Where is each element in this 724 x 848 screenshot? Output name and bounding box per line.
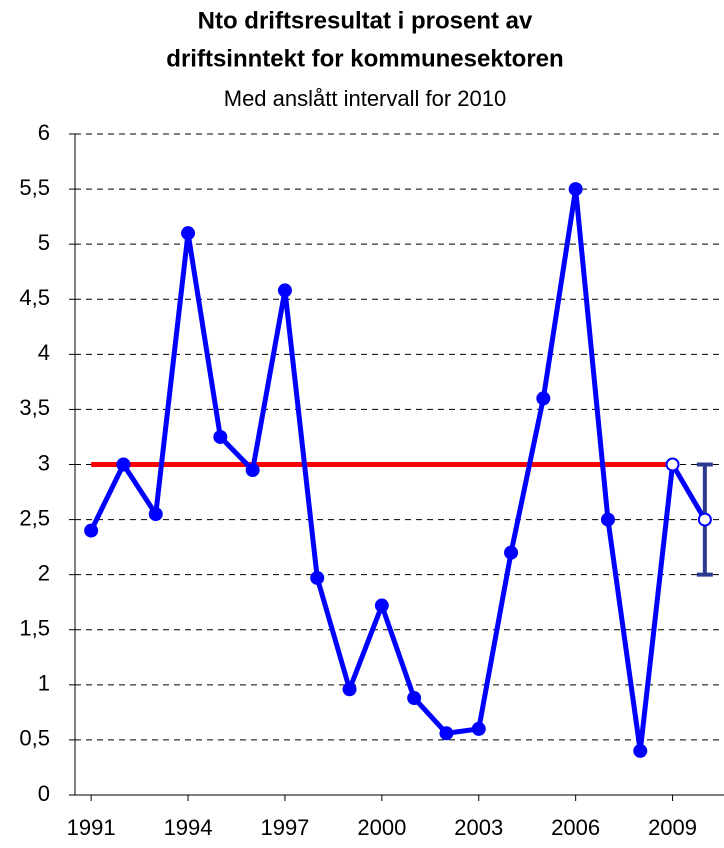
point <box>148 507 163 522</box>
y-tick-label: 3,5 <box>19 395 50 420</box>
point <box>665 457 680 472</box>
point <box>568 182 583 197</box>
point <box>245 463 260 478</box>
y-tick-label: 4 <box>38 340 50 365</box>
y-tick-label: 5 <box>38 230 50 255</box>
point <box>277 283 292 298</box>
chart-title: Nto driftsresultat i prosent av <box>198 7 533 34</box>
y-tick-label: 6 <box>38 120 50 145</box>
y-tick-label: 0 <box>38 781 50 806</box>
y-tick-label: 3 <box>38 450 50 475</box>
point <box>116 457 131 472</box>
y-tick-label: 2 <box>38 560 50 585</box>
point <box>697 512 712 527</box>
x-tick-label: 1997 <box>260 815 309 840</box>
point <box>407 691 422 706</box>
chart-subtitle: Med anslått intervall for 2010 <box>224 86 507 111</box>
line <box>88 186 708 754</box>
point <box>536 391 551 406</box>
point <box>84 523 99 538</box>
point <box>504 545 519 560</box>
x-tick-label: 2009 <box>648 815 697 840</box>
x-tick-label: 2003 <box>454 815 503 840</box>
point <box>342 682 357 697</box>
y-tick-label: 4,5 <box>19 285 50 310</box>
point <box>439 726 454 741</box>
point <box>471 721 486 736</box>
point <box>213 429 228 444</box>
point <box>633 743 648 758</box>
point <box>600 512 615 527</box>
y-tick-label: 2,5 <box>19 505 50 530</box>
x-tick-label: 1991 <box>67 815 116 840</box>
y-tick-label: 1,5 <box>19 616 50 641</box>
y-tick-label: 5,5 <box>19 175 50 200</box>
x-tick-label: 2006 <box>551 815 600 840</box>
point <box>181 226 196 241</box>
y-tick-label: 0,5 <box>19 726 50 751</box>
x-tick-label: 1994 <box>164 815 213 840</box>
y-tick-label: 1 <box>38 671 50 696</box>
point <box>374 598 389 613</box>
chart-title: driftsinntekt for kommunesektoren <box>166 45 563 72</box>
x-tick-label: 2000 <box>357 815 406 840</box>
point <box>310 570 325 585</box>
